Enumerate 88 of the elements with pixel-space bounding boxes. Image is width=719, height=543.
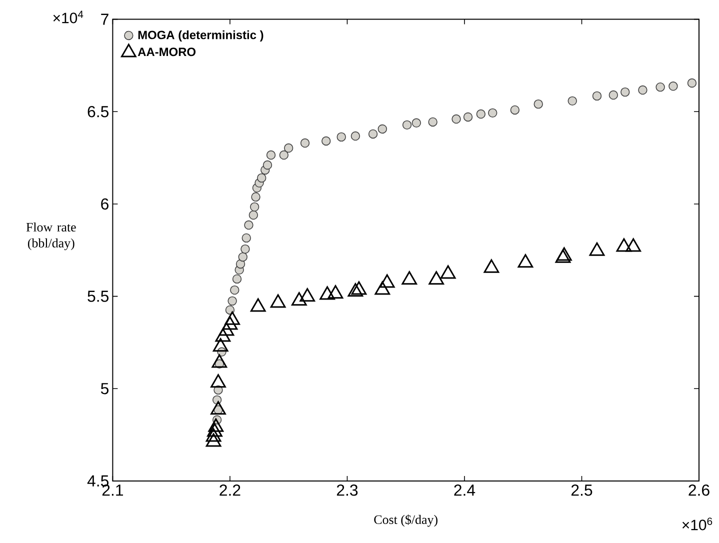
x-tick-label: 2.4 [454,484,476,496]
point [228,296,237,306]
point [608,90,618,100]
point [378,124,387,134]
point [222,316,238,330]
y-tick-label: 7 [101,14,108,25]
point [215,328,231,342]
y-tick-label: 6.5 [88,106,109,118]
point [336,132,346,142]
legend-label: MOGA (deterministic ) [138,30,264,42]
x-tick-label: 2.6 [688,484,710,496]
point [534,99,543,109]
point [428,271,444,285]
point [402,271,418,285]
point [236,259,246,269]
point [266,150,276,160]
point [242,233,251,243]
x-tick-label: 2.1 [102,484,123,496]
text: ×10$^{4}$ [53,10,84,24]
point [322,136,331,146]
x-tick-label: 2.2 [220,484,240,496]
point [463,112,473,122]
point [218,322,234,336]
point [518,254,534,268]
y-tick-label: 4.5 [87,475,109,487]
point [452,114,461,124]
point [300,138,310,148]
point [351,281,367,295]
point [206,428,222,442]
x-tick-label: 2.5 [571,484,592,496]
point [262,160,272,170]
x-axis-title: Cost ($/day) [374,514,438,527]
y-tick-label: 5.5 [88,290,109,302]
point [248,210,258,220]
point [224,311,240,325]
point [374,281,390,295]
point [210,374,226,388]
point [484,259,500,273]
point [428,117,438,127]
point [668,82,678,91]
point [510,105,520,115]
point [291,292,307,306]
point [240,244,250,254]
point [348,283,364,297]
point [620,87,630,97]
point [212,338,228,352]
point [210,401,226,415]
point [626,238,642,252]
point [225,305,235,315]
y-tick-label: 5 [100,383,109,394]
point [568,96,577,106]
point [251,192,260,202]
point [320,286,335,300]
point [244,220,254,230]
point [250,298,266,312]
y-axis-title: Flow rate (bbl/day) [26,222,76,250]
point [592,91,602,101]
point [232,274,242,284]
point [656,82,665,92]
point [476,109,486,119]
point [488,108,498,118]
point [284,143,294,153]
point [350,131,360,141]
point [270,294,286,308]
legend-label: AA-MORO [138,48,196,56]
text: ×10$^{6}$ [682,518,712,530]
y-tick-label: 6 [101,198,108,210]
point [207,423,222,437]
point [206,433,222,447]
point [257,173,266,183]
point [616,238,632,252]
point [238,252,248,262]
point [328,285,344,299]
point [402,120,412,130]
point [279,150,288,160]
point [638,85,648,95]
x-tick-label: 2.3 [336,484,358,496]
point [300,288,316,302]
point [208,418,224,432]
point [440,265,456,279]
point [412,118,422,128]
point [230,285,240,295]
point [250,202,260,212]
point [368,129,378,139]
point [589,242,605,256]
point [379,274,395,288]
point [687,78,697,88]
point [212,354,228,368]
